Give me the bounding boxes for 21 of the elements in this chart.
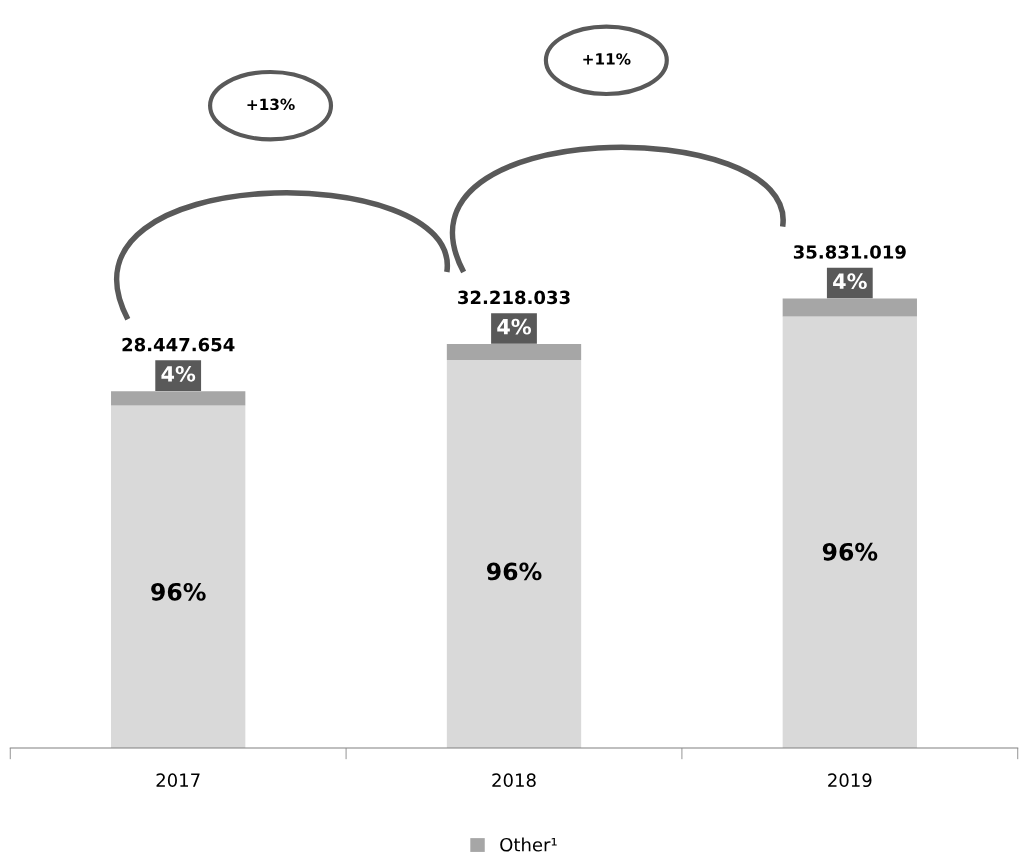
bar [446, 360, 582, 749]
bar [111, 405, 246, 749]
text: 35.831.019 [793, 245, 906, 259]
annotation: 4% [161, 365, 196, 382]
annotation: 32.218.033 [458, 290, 570, 305]
legend-label: Other¹ [500, 837, 557, 852]
x-tick-label: 2017 [156, 773, 200, 788]
annotation: 4% [497, 318, 532, 335]
annotation: 96% [151, 582, 206, 601]
annotation: 96% [486, 562, 542, 581]
bar [446, 343, 582, 361]
annotation: 96% [822, 542, 878, 561]
bar [111, 391, 246, 406]
bar [782, 316, 917, 749]
x-tick-label: 2019 [828, 773, 872, 788]
x-tick-label: 2018 [492, 773, 536, 788]
text: 4% [833, 273, 867, 290]
text: +11% [583, 53, 631, 65]
text: +13% [247, 98, 295, 111]
bar [782, 298, 917, 317]
annotation: 28.447.654 [122, 337, 235, 352]
